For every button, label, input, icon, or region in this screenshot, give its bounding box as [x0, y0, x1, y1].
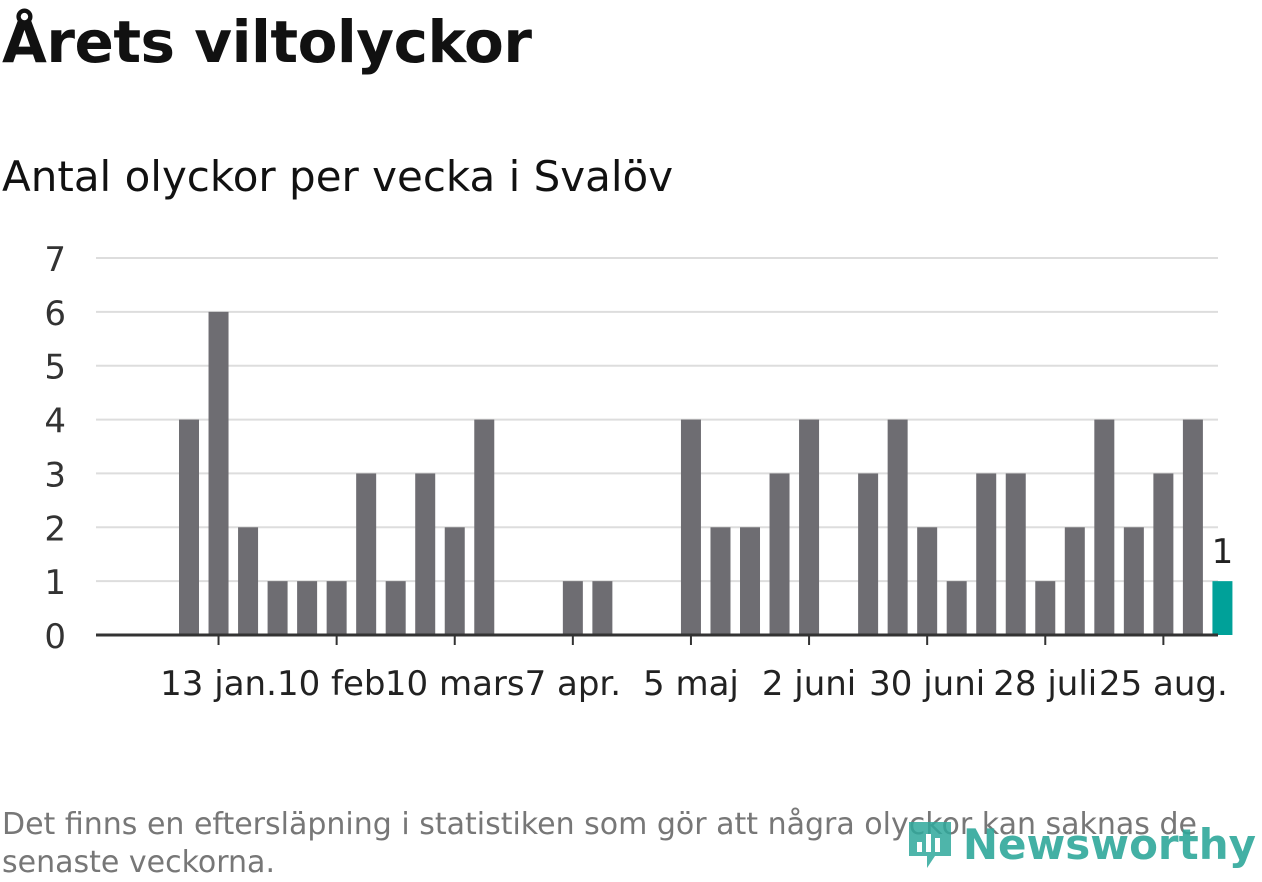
bar — [238, 527, 259, 635]
bar — [799, 419, 820, 635]
bar — [710, 527, 731, 635]
bar — [1064, 527, 1085, 635]
newsworthy-logo-icon — [908, 822, 951, 868]
bar — [917, 527, 938, 635]
bar — [415, 473, 436, 635]
bar — [326, 581, 347, 635]
bar — [267, 581, 288, 635]
y-tick-label: 6 — [44, 294, 66, 334]
bar — [356, 473, 377, 635]
bar — [740, 527, 761, 635]
bar — [769, 473, 790, 635]
bar — [976, 473, 997, 635]
x-tick-label: 28 juli — [993, 664, 1097, 704]
bar — [1123, 527, 1144, 635]
bar-chart: 0 1 2 3 4 5 6 7 13 jan. 10 feb.10 mars 7 apr. 5 maj… — [44, 240, 1234, 704]
x-tick-label: 7 apr. — [525, 664, 622, 704]
chart-title: Årets viltolyckor — [2, 8, 532, 76]
x-tick-label: 10 mars — [385, 664, 525, 704]
data-label: 1 — [1212, 532, 1234, 572]
y-tick-label: 4 — [44, 402, 66, 442]
y-tick-label: 5 — [44, 348, 66, 388]
bar — [444, 527, 465, 635]
x-tick-label: 25 aug. — [1099, 664, 1228, 704]
x-tick-label: 5 maj — [643, 664, 739, 704]
y-tick-label: 0 — [44, 617, 66, 657]
bar — [680, 419, 701, 635]
x-tick-label: 13 jan. — [160, 664, 277, 704]
bar — [179, 419, 200, 635]
newsworthy-logo: Newsworthy — [907, 816, 1256, 872]
bar — [1182, 419, 1203, 635]
bar — [1094, 419, 1115, 635]
bar — [887, 419, 908, 635]
bar — [592, 581, 613, 635]
bar — [385, 581, 406, 635]
y-tick-label: 2 — [44, 509, 66, 549]
newsworthy-logo-text: Newsworthy — [962, 819, 1256, 869]
footnote: Det finns en eftersläpning i statistiken… — [2, 807, 1197, 880]
bar — [208, 311, 229, 635]
x-tick-label: 2 juni — [762, 664, 856, 704]
bar — [562, 581, 583, 635]
bar — [1212, 581, 1233, 635]
bar — [1035, 581, 1056, 635]
chart-subtitle: Antal olyckor per vecka i Svalöv — [2, 152, 674, 201]
y-tick-label: 7 — [44, 240, 66, 280]
bar — [1005, 473, 1026, 635]
x-tick-label: 30 juni — [869, 664, 985, 704]
bar — [946, 581, 967, 635]
x-tick-label: 10 feb. — [277, 664, 396, 704]
bar — [474, 419, 495, 635]
y-tick-label: 1 — [44, 563, 66, 603]
y-tick-label: 3 — [44, 455, 66, 495]
bar — [297, 581, 318, 635]
bar — [858, 473, 879, 635]
bar — [1153, 473, 1174, 635]
